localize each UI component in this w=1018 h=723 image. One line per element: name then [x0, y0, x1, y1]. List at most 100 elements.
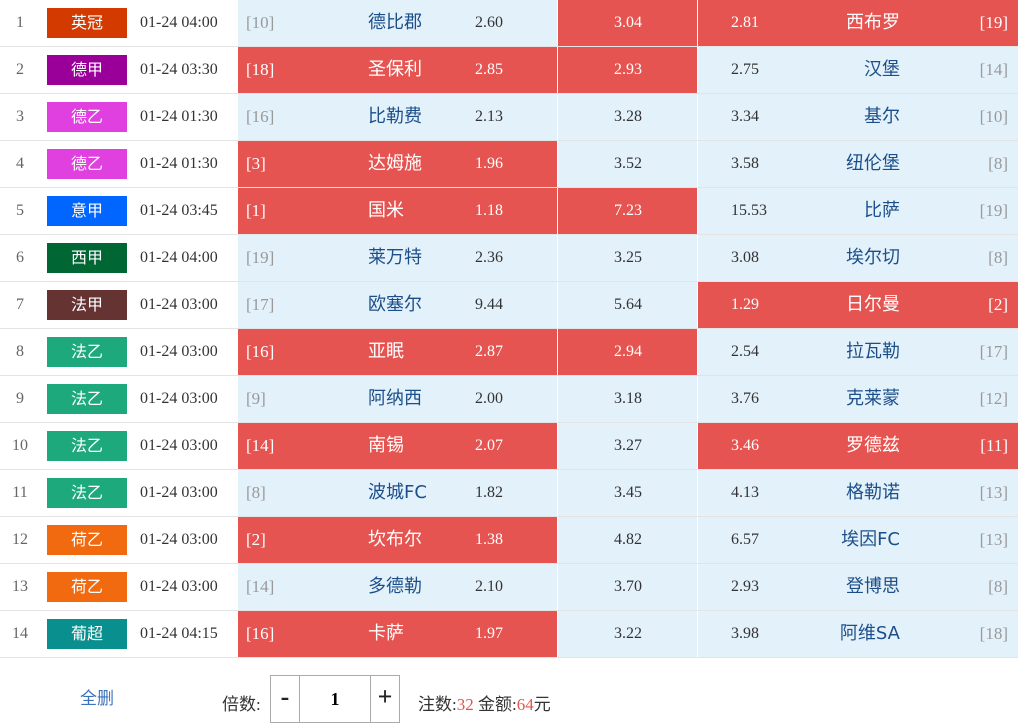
league-badge: 西甲 [47, 243, 127, 273]
home-win-option[interactable]: [1] 国米 1.18 [238, 188, 558, 234]
draw-option[interactable]: 7.23 [558, 188, 698, 234]
home-team: 圣保利 [368, 59, 422, 80]
multiplier-input[interactable] [300, 676, 370, 722]
home-win-option[interactable]: [8] 波城FC 1.82 [238, 470, 558, 516]
away-team: 日尔曼 [846, 294, 900, 315]
match-index: 5 [16, 202, 24, 219]
match-row: 4 德乙 01-24 01:30 [3] 达姆施 1.96 3.52 3.58 纽伦堡 [8] [0, 141, 1018, 188]
draw-option[interactable]: 3.45 [558, 470, 698, 516]
home-win-option[interactable]: [16] 比勒费 2.13 [238, 94, 558, 140]
match-row: 7 法甲 01-24 03:00 [17] 欧塞尔 9.44 5.64 1.29 日尔曼 [2] [0, 282, 1018, 329]
draw-option[interactable]: 3.18 [558, 376, 698, 422]
away-win-option[interactable]: 15.53 比萨 [19] [698, 188, 1018, 234]
match-time: 01-24 01:30 [140, 108, 218, 125]
draw-odd: 4.82 [614, 531, 642, 548]
away-rank: [11] [980, 436, 1008, 455]
home-rank: [17] [246, 295, 275, 314]
away-odd: 2.75 [731, 61, 759, 78]
home-team: 坎布尔 [368, 529, 422, 550]
draw-option[interactable]: 3.27 [558, 423, 698, 469]
draw-odd: 3.18 [614, 390, 642, 407]
away-win-option[interactable]: 2.93 登博思 [8] [698, 564, 1018, 610]
home-rank: [14] [246, 436, 275, 455]
home-win-option[interactable]: [10] 德比郡 2.60 [238, 0, 558, 46]
away-win-option[interactable]: 4.13 格勒诺 [13] [698, 470, 1018, 516]
match-row: 1 英冠 01-24 04:00 [10] 德比郡 2.60 3.04 2.81 西布罗 [19] [0, 0, 1018, 47]
away-win-option[interactable]: 3.46 罗德兹 [11] [698, 423, 1018, 469]
draw-option[interactable]: 3.28 [558, 94, 698, 140]
away-team: 格勒诺 [846, 482, 900, 503]
home-win-option[interactable]: [16] 亚眠 2.87 [238, 329, 558, 375]
away-win-option[interactable]: 3.76 克莱蒙 [12] [698, 376, 1018, 422]
multiplier-label: 倍数: [222, 695, 261, 714]
match-time: 01-24 03:00 [140, 343, 218, 360]
away-rank: [10] [979, 107, 1008, 126]
home-odd: 1.18 [475, 202, 503, 219]
home-team: 欧塞尔 [368, 294, 422, 315]
away-team: 基尔 [864, 106, 900, 127]
away-odd: 15.53 [731, 202, 767, 219]
draw-option[interactable]: 3.04 [558, 0, 698, 46]
away-win-option[interactable]: 2.54 拉瓦勒 [17] [698, 329, 1018, 375]
away-win-option[interactable]: 3.34 基尔 [10] [698, 94, 1018, 140]
match-index: 4 [16, 155, 24, 172]
home-rank: [19] [246, 248, 275, 267]
increase-multiplier-button[interactable]: + [370, 676, 399, 722]
away-win-option[interactable]: 3.98 阿维SA [18] [698, 611, 1018, 657]
home-team: 德比郡 [368, 12, 422, 33]
home-win-option[interactable]: [9] 阿纳西 2.00 [238, 376, 558, 422]
league-badge: 德乙 [47, 102, 127, 132]
draw-option[interactable]: 5.64 [558, 282, 698, 328]
away-rank: [13] [979, 483, 1008, 502]
away-odd: 3.76 [731, 390, 759, 407]
draw-option[interactable]: 3.25 [558, 235, 698, 281]
away-win-option[interactable]: 1.29 日尔曼 [2] [698, 282, 1018, 328]
decrease-multiplier-button[interactable]: - [271, 676, 300, 722]
draw-odd: 3.04 [614, 14, 642, 31]
match-table: 1 英冠 01-24 04:00 [10] 德比郡 2.60 3.04 2.81 西布罗 [19]… [0, 0, 1018, 658]
home-win-option[interactable]: [16] 卡萨 1.97 [238, 611, 558, 657]
away-win-option[interactable]: 2.75 汉堡 [14] [698, 47, 1018, 93]
home-win-option[interactable]: [3] 达姆施 1.96 [238, 141, 558, 187]
league-badge: 德乙 [47, 149, 127, 179]
home-rank: [9] [246, 389, 266, 408]
away-odd: 2.81 [731, 14, 759, 31]
home-team: 比勒费 [368, 106, 422, 127]
away-win-option[interactable]: 2.81 西布罗 [19] [698, 0, 1018, 46]
home-odd: 2.85 [475, 61, 503, 78]
league-badge: 法乙 [47, 337, 127, 367]
home-odd: 1.97 [475, 625, 503, 642]
match-index: 2 [16, 61, 24, 78]
match-time: 01-24 03:00 [140, 531, 218, 548]
amount-label: 金额: [477, 695, 517, 714]
home-team: 波城FC [368, 482, 427, 503]
home-win-option[interactable]: [14] 多德勒 2.10 [238, 564, 558, 610]
home-team: 达姆施 [368, 153, 422, 174]
match-index: 1 [16, 14, 24, 31]
away-win-option[interactable]: 6.57 埃因FC [13] [698, 517, 1018, 563]
home-team: 卡萨 [368, 623, 404, 644]
match-index: 7 [16, 296, 24, 313]
draw-option[interactable]: 2.93 [558, 47, 698, 93]
home-odd: 2.10 [475, 578, 503, 595]
home-win-option[interactable]: [17] 欧塞尔 9.44 [238, 282, 558, 328]
draw-option[interactable]: 3.52 [558, 141, 698, 187]
away-rank: [2] [988, 295, 1008, 314]
away-rank: [8] [988, 577, 1008, 596]
home-win-option[interactable]: [2] 坎布尔 1.38 [238, 517, 558, 563]
home-win-option[interactable]: [19] 莱万特 2.36 [238, 235, 558, 281]
away-win-option[interactable]: 3.58 纽伦堡 [8] [698, 141, 1018, 187]
draw-option[interactable]: 4.82 [558, 517, 698, 563]
clear-all-button[interactable]: 全删 [80, 689, 114, 708]
home-odd: 1.96 [475, 155, 503, 172]
draw-option[interactable]: 2.94 [558, 329, 698, 375]
draw-option[interactable]: 3.70 [558, 564, 698, 610]
draw-option[interactable]: 3.22 [558, 611, 698, 657]
away-win-option[interactable]: 3.08 埃尔切 [8] [698, 235, 1018, 281]
league-badge: 荷乙 [47, 572, 127, 602]
away-rank: [14] [979, 60, 1008, 79]
home-win-option[interactable]: [18] 圣保利 2.85 [238, 47, 558, 93]
league-badge: 法乙 [47, 478, 127, 508]
home-win-option[interactable]: [14] 南锡 2.07 [238, 423, 558, 469]
away-odd: 3.98 [731, 625, 759, 642]
